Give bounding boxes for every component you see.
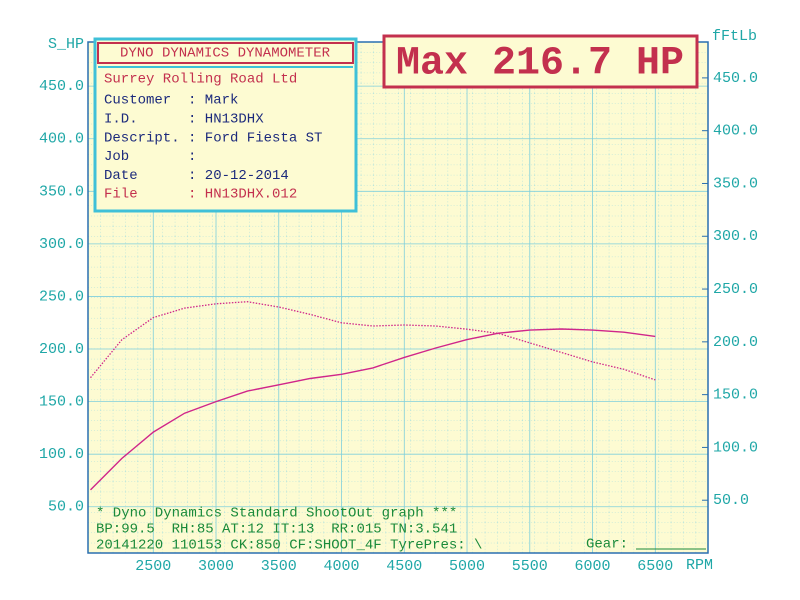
info-company: Surrey Rolling Road Ltd <box>104 72 297 88</box>
y2-tick-label: 50.0 <box>713 492 749 509</box>
y-tick-label: 150.0 <box>39 394 84 411</box>
x-tick-label: 3000 <box>198 558 234 575</box>
y-axis-title: S_HP <box>48 36 84 53</box>
footer-line: BP:99.5 RH:85 AT:12 IT:13 RR:015 TN:3.54… <box>96 522 457 538</box>
x-tick-label: 3500 <box>261 558 297 575</box>
y-tick-label: 200.0 <box>39 341 84 358</box>
info-label: Descript. <box>104 130 180 146</box>
torque-curve <box>89 301 656 381</box>
info-label: File <box>104 187 138 203</box>
y-tick-label: 250.0 <box>39 288 84 305</box>
info-value: : Ford Fiesta ST <box>188 130 322 146</box>
y2-tick-label: 100.0 <box>713 439 758 456</box>
y-tick-label: 450.0 <box>39 78 84 95</box>
info-label: Customer <box>104 93 171 109</box>
footer-line: 20141220 110153 CK:850 CF:SHOOT_4F TyreP… <box>96 538 482 554</box>
footer-line: * Dyno Dynamics Standard ShootOut graph … <box>96 506 457 522</box>
x-tick-label: 5500 <box>512 558 548 575</box>
y2-tick-label: 200.0 <box>713 334 758 351</box>
max-box <box>382 34 699 89</box>
info-value: : Mark <box>188 93 238 109</box>
x-tick-label: 2500 <box>135 558 171 575</box>
y-tick-label: 300.0 <box>39 236 84 253</box>
info-label: Date <box>104 168 138 184</box>
x-tick-label: 4000 <box>324 558 360 575</box>
info-title-frame <box>97 42 354 64</box>
max-label: Max 216.7 HP <box>396 42 684 87</box>
y-tick-label: 100.0 <box>39 446 84 463</box>
x-tick-label: 6000 <box>575 558 611 575</box>
info-value: : <box>188 149 196 165</box>
y2-tick-label: 350.0 <box>713 175 758 192</box>
x-tick-label: 6500 <box>637 558 673 575</box>
x-tick-label: 4500 <box>386 558 422 575</box>
y2-tick-label: 250.0 <box>713 281 758 298</box>
power-curve <box>90 328 656 491</box>
x-tick-label: 5000 <box>449 558 485 575</box>
info-value: : HN13DHX.012 <box>188 187 297 203</box>
y2-tick-label: 400.0 <box>713 123 758 140</box>
y-tick-label: 350.0 <box>39 183 84 200</box>
info-title: DYNO DYNAMICS DYNAMOMETER <box>120 46 331 62</box>
y2-tick-label: 450.0 <box>713 70 758 87</box>
y2-tick-label: 150.0 <box>713 387 758 404</box>
info-value: : 20-12-2014 <box>188 168 289 184</box>
y2-tick-label: 300.0 <box>713 228 758 245</box>
y-tick-label: 400.0 <box>39 131 84 148</box>
info-label: I.D. <box>104 112 138 128</box>
x-axis-title: RPM <box>686 557 713 574</box>
info-value: : HN13DHX <box>188 112 264 128</box>
y-tick-label: 50.0 <box>48 499 84 516</box>
info-box: DYNO DYNAMICS DYNAMOMETER Surrey Rolling… <box>93 37 358 213</box>
y2-axis-title: fFtLb <box>712 28 757 45</box>
info-label: Job <box>104 149 129 165</box>
gear-label: Gear: <box>586 537 628 553</box>
